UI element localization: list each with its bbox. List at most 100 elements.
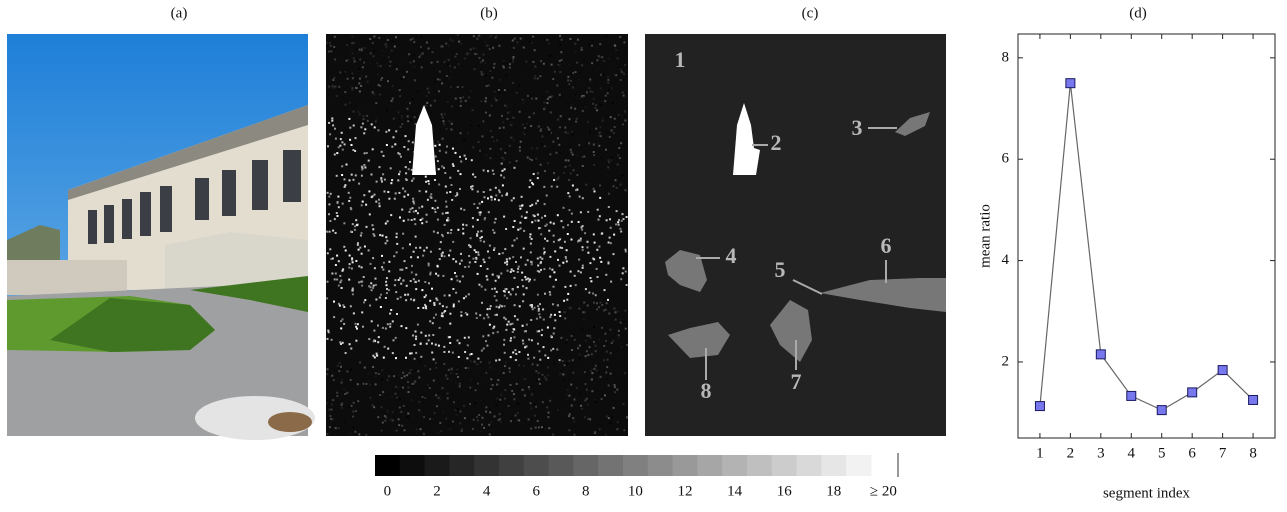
noise-dot [589,78,591,80]
noise-dot [441,253,443,255]
noise-dot [573,169,575,171]
noise-dot [452,148,454,150]
noise-dot [339,362,341,364]
noise-dot [372,366,374,368]
noise-dot [563,172,565,174]
noise-dot [605,309,607,311]
noise-dot [445,152,447,154]
noise-dot [363,115,365,117]
noise-dot [617,338,619,340]
noise-dot [483,241,485,243]
noise-dot [379,85,381,87]
noise-dot [444,113,446,115]
noise-dot [570,104,572,106]
noise-dot [362,66,364,68]
noise-dot [522,343,524,345]
noise-dot [489,148,491,150]
noise-dot [415,236,417,238]
noise-dot [449,250,451,252]
noise-dot [417,324,419,326]
noise-dot [368,190,370,192]
noise-dot [404,260,406,262]
noise-dot [497,379,499,381]
noise-dot [373,285,375,287]
noise-dot [595,104,597,106]
noise-dot [399,95,401,97]
noise-dot [439,150,441,152]
noise-dot [412,198,414,200]
noise-dot [586,389,588,391]
noise-dot [446,219,448,221]
noise-dot [613,234,615,236]
noise-dot [414,116,416,118]
noise-dot [359,402,361,404]
noise-dot [448,254,450,256]
noise-dot [498,306,500,308]
noise-dot [510,337,512,339]
noise-dot [413,299,415,301]
noise-dot [437,431,439,433]
noise-dot [481,286,483,288]
noise-dot [426,42,428,44]
noise-dot [505,361,507,363]
noise-dot [426,343,428,345]
noise-dot [491,288,493,290]
noise-dot [487,316,489,318]
noise-dot [361,49,363,51]
noise-dot [415,274,417,276]
noise-dot [382,393,384,395]
noise-dot [593,98,595,100]
marker [1157,406,1166,415]
noise-dot [393,118,395,120]
noise-dot [379,394,381,396]
noise-dot [417,256,419,258]
noise-dot [477,358,479,360]
noise-dot [515,415,517,417]
noise-dot [513,336,515,338]
noise-dot [437,78,439,80]
noise-dot [399,269,401,271]
noise-dot [512,82,514,84]
noise-dot [570,107,572,109]
noise-dot [358,281,360,283]
noise-dot [460,132,462,134]
noise-dot [591,326,593,328]
noise-dot [536,380,538,382]
noise-dot [580,271,582,273]
noise-dot [384,191,386,193]
noise-dot [355,323,357,325]
noise-dot [523,293,525,295]
noise-dot [452,40,454,42]
noise-dot [483,348,485,350]
noise-dot [608,262,610,264]
noise-dot [351,73,353,75]
noise-dot [489,308,491,310]
noise-dot [418,207,420,209]
noise-dot [349,343,351,345]
noise-dot [386,292,388,294]
noise-dot [384,420,386,422]
noise-dot [567,132,569,134]
noise-dot [598,135,600,137]
noise-dot [333,46,335,48]
colorbar-cell [499,455,524,476]
noise-dot [593,164,595,166]
noise-dot [423,416,425,418]
noise-dot [499,370,501,372]
noise-dot [600,104,602,106]
noise-dot [401,425,403,427]
noise-dot [609,218,611,220]
noise-dot [503,216,505,218]
noise-dot [508,412,510,414]
noise-dot [580,240,582,242]
noise-dot [465,296,467,298]
noise-dot [559,359,561,361]
noise-dot [472,146,474,148]
noise-dot [355,260,357,262]
noise-dot [477,383,479,385]
noise-dot [359,68,361,70]
noise-dot [506,194,508,196]
noise-dot [479,57,481,59]
noise-dot [624,310,626,312]
noise-dot [357,224,359,226]
